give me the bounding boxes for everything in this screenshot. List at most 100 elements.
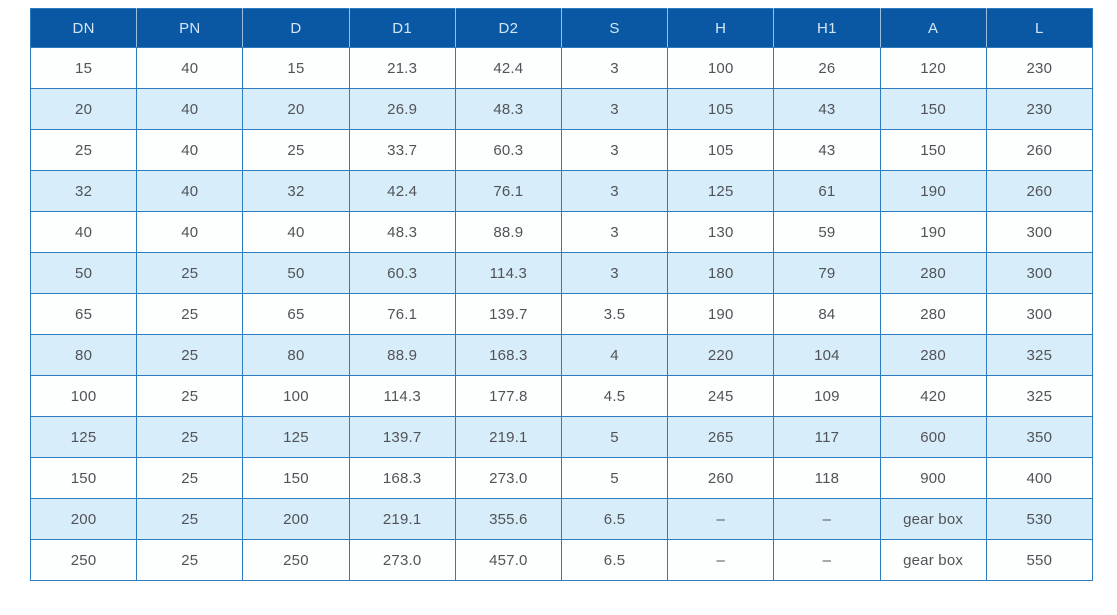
table-cell: 88.9 [454, 211, 562, 253]
table-cell: 42.4 [454, 47, 562, 89]
table-cell: 457.0 [454, 539, 562, 581]
table-cell: 61 [773, 170, 881, 212]
table-cell: 150 [242, 457, 350, 499]
table-cell: 300 [985, 293, 1094, 335]
table-cell: 260 [985, 170, 1094, 212]
table-cell: 5 [560, 416, 669, 458]
table-cell: 79 [773, 252, 881, 294]
table-cell: 76.1 [348, 293, 456, 335]
table-cell: 25 [136, 293, 244, 335]
table-cell: 355.6 [454, 498, 562, 540]
table-cell: 40 [136, 211, 244, 253]
table-cell: 280 [879, 293, 987, 335]
table-cell: 300 [985, 252, 1094, 294]
table-cell: 33.7 [348, 129, 456, 171]
table-cell: 177.8 [454, 375, 562, 417]
table-cell: gear box [879, 498, 987, 540]
table-cell: 280 [879, 252, 987, 294]
table-cell: 139.7 [454, 293, 562, 335]
table-cell: 40 [136, 129, 244, 171]
table-cell: – [773, 498, 881, 540]
header-cell: L [985, 8, 1093, 48]
table-row: 65 25 65 76.1 139.7 3.5 190 84 280 300 [29, 293, 1094, 335]
table-cell: 219.1 [454, 416, 562, 458]
table-cell: 114.3 [348, 375, 456, 417]
table-cell: 230 [985, 47, 1094, 89]
table-cell: 125 [29, 416, 138, 458]
table-cell: 273.0 [348, 539, 456, 581]
table-cell: 40 [29, 211, 138, 253]
table-cell: 48.3 [348, 211, 456, 253]
dimension-table-container: DN PN D D1 D2 S H H1 A L 15 40 15 21.3 42.4 3 100 26 120 2… [29, 8, 1094, 581]
table-row: 200 25 200 219.1 355.6 6.5– – gear box 530 [29, 498, 1094, 540]
header-cell: PN [136, 8, 243, 48]
table-cell: 190 [667, 293, 775, 335]
table-cell: 80 [29, 334, 138, 376]
table-row: 32 40 32 42.4 76.1 3 125 61 190 260 [29, 170, 1094, 212]
table-cell: 550 [985, 539, 1094, 581]
header-cell: D2 [454, 8, 562, 48]
table-cell: 4 [560, 334, 669, 376]
header-cell: D1 [348, 8, 456, 48]
table-cell: 420 [879, 375, 987, 417]
table-cell: 100 [29, 375, 138, 417]
table-cell: 43 [773, 129, 881, 171]
table-cell: 20 [29, 88, 138, 130]
table-cell: – [773, 539, 881, 581]
table-cell: 120 [879, 47, 987, 89]
table-cell: 220 [667, 334, 775, 376]
table-row: 50 25 50 60.3 114.3 3 180 79 280 300 [29, 252, 1094, 294]
table-cell: 3 [560, 170, 669, 212]
table-cell: 3 [560, 252, 669, 294]
table-cell: 42.4 [348, 170, 456, 212]
table-cell: 325 [985, 375, 1094, 417]
table-cell: 43 [773, 88, 881, 130]
table-cell: 300 [985, 211, 1094, 253]
table-cell: 88.9 [348, 334, 456, 376]
header-cell: S [560, 8, 668, 48]
table-cell: 25 [136, 334, 244, 376]
table-cell: 125 [242, 416, 350, 458]
table-cell: 250 [242, 539, 350, 581]
table-cell: 139.7 [348, 416, 456, 458]
table-cell: 25 [29, 129, 138, 171]
header-cell: H [667, 8, 774, 48]
table-cell: 21.3 [348, 47, 456, 89]
table-cell: 76.1 [454, 170, 562, 212]
table-row: 250 25 250 273.0 457.0 6.5– – gear box 550 [29, 539, 1094, 581]
table-cell: 245 [667, 375, 775, 417]
table-row: 40 40 40 48.3 88.9 3 130 59 190 300 [29, 211, 1094, 253]
table-header: DN PN D D1 D2 S H H1 A L [30, 8, 1093, 48]
table-cell: 6.5 [560, 498, 669, 540]
table-cell: 15 [29, 47, 138, 89]
table-cell: 180 [667, 252, 775, 294]
table-cell: 168.3 [454, 334, 562, 376]
table-cell: 168.3 [348, 457, 456, 499]
table-cell: 25 [136, 539, 244, 581]
table-cell: 25 [242, 129, 350, 171]
table-cell: 50 [29, 252, 138, 294]
table-cell: 59 [773, 211, 881, 253]
table-cell: 40 [136, 47, 244, 89]
table-cell: 25 [136, 252, 244, 294]
table-cell: 40 [242, 211, 350, 253]
table-cell: 280 [879, 334, 987, 376]
table-cell: 26 [773, 47, 881, 89]
header-cell: H1 [773, 8, 880, 48]
table-cell: 6.5 [560, 539, 669, 581]
table-cell: – [667, 539, 775, 581]
table-cell: 100 [667, 47, 775, 89]
table-cell: 25 [136, 457, 244, 499]
table-cell: 190 [879, 211, 987, 253]
table-cell: 200 [242, 498, 350, 540]
table-cell: 273.0 [454, 457, 562, 499]
table-cell: 350 [985, 416, 1094, 458]
table-cell: 3 [560, 129, 669, 171]
table-cell: 200 [29, 498, 138, 540]
table-cell: 25 [136, 416, 244, 458]
table-row: 80 25 80 88.9 168.3 4 220 104 280 325 [29, 334, 1094, 376]
table-cell: 130 [667, 211, 775, 253]
table-cell: 25 [136, 498, 244, 540]
table-cell: 105 [667, 88, 775, 130]
table-cell: 530 [985, 498, 1094, 540]
